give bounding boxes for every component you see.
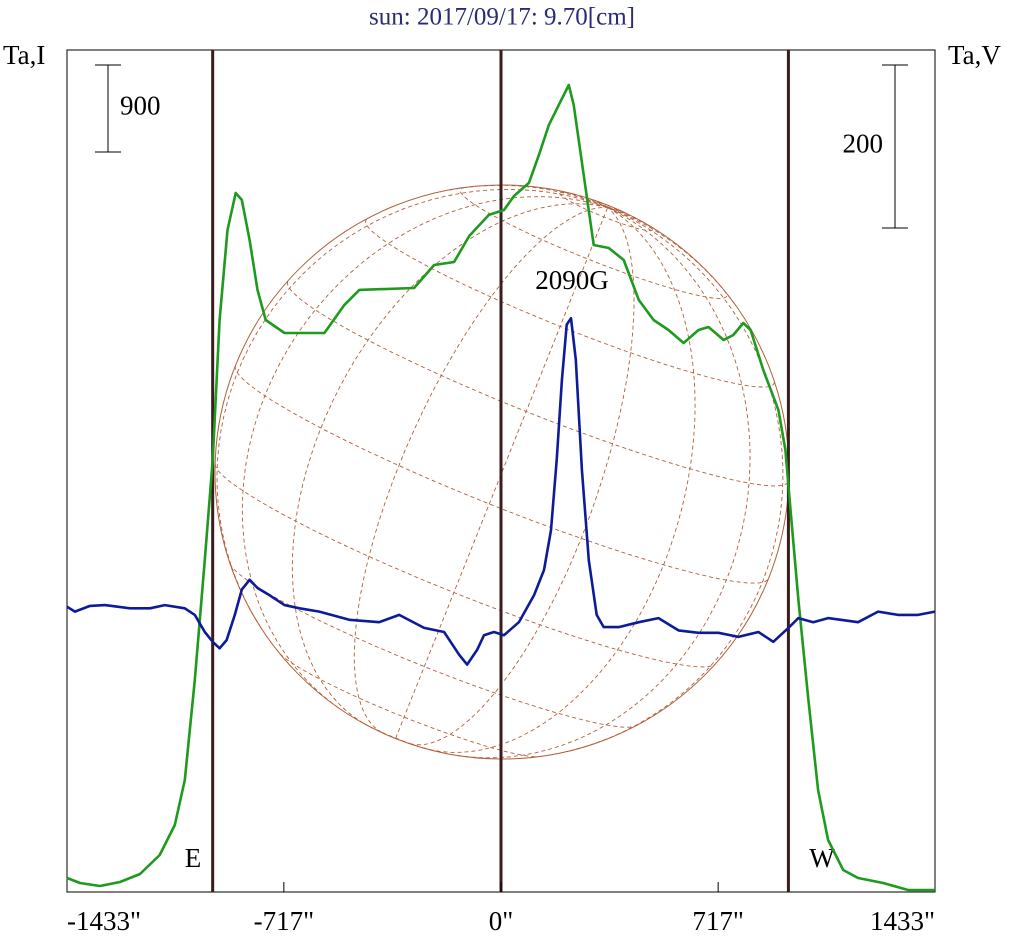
grid-line [607,206,736,305]
grid-line [607,206,655,230]
grid-line [558,190,608,208]
x-tick-label: 717" [692,906,744,936]
scale-bar-label: 900 [120,91,161,121]
grid-line [569,206,784,752]
solar-grid [214,184,790,760]
grid-line [395,207,609,739]
grid-line [291,203,608,727]
grid-line [286,281,789,487]
grid-line [607,206,627,214]
grid-line [422,207,696,753]
grid-line [279,653,538,758]
x-tick-label: 1433" [870,906,935,936]
series-line [66,83,935,892]
grid-line [365,218,775,388]
series-line [66,316,936,666]
x-tick-label: -1433" [67,906,141,936]
grid-line [216,188,608,628]
grid-line [590,198,608,208]
grid-line [448,184,608,208]
grid-line [241,196,608,709]
y2-axis-label: Ta,V [948,40,1001,70]
grid-line [459,187,728,299]
limb-label: E [185,843,202,873]
grid-line [409,207,635,746]
x-tick-label: 0" [489,906,514,936]
y-axis-label: Ta,I [3,40,45,70]
grid-line [457,207,751,759]
chart-title: sun: 2017/09/17: 9.70[cm] [369,4,635,31]
annotation: 2090G [535,265,609,295]
scale-bar-label: 200 [843,129,884,159]
x-tick-label: -717" [254,906,315,936]
grid-line [607,206,619,210]
grid-line [353,206,608,733]
